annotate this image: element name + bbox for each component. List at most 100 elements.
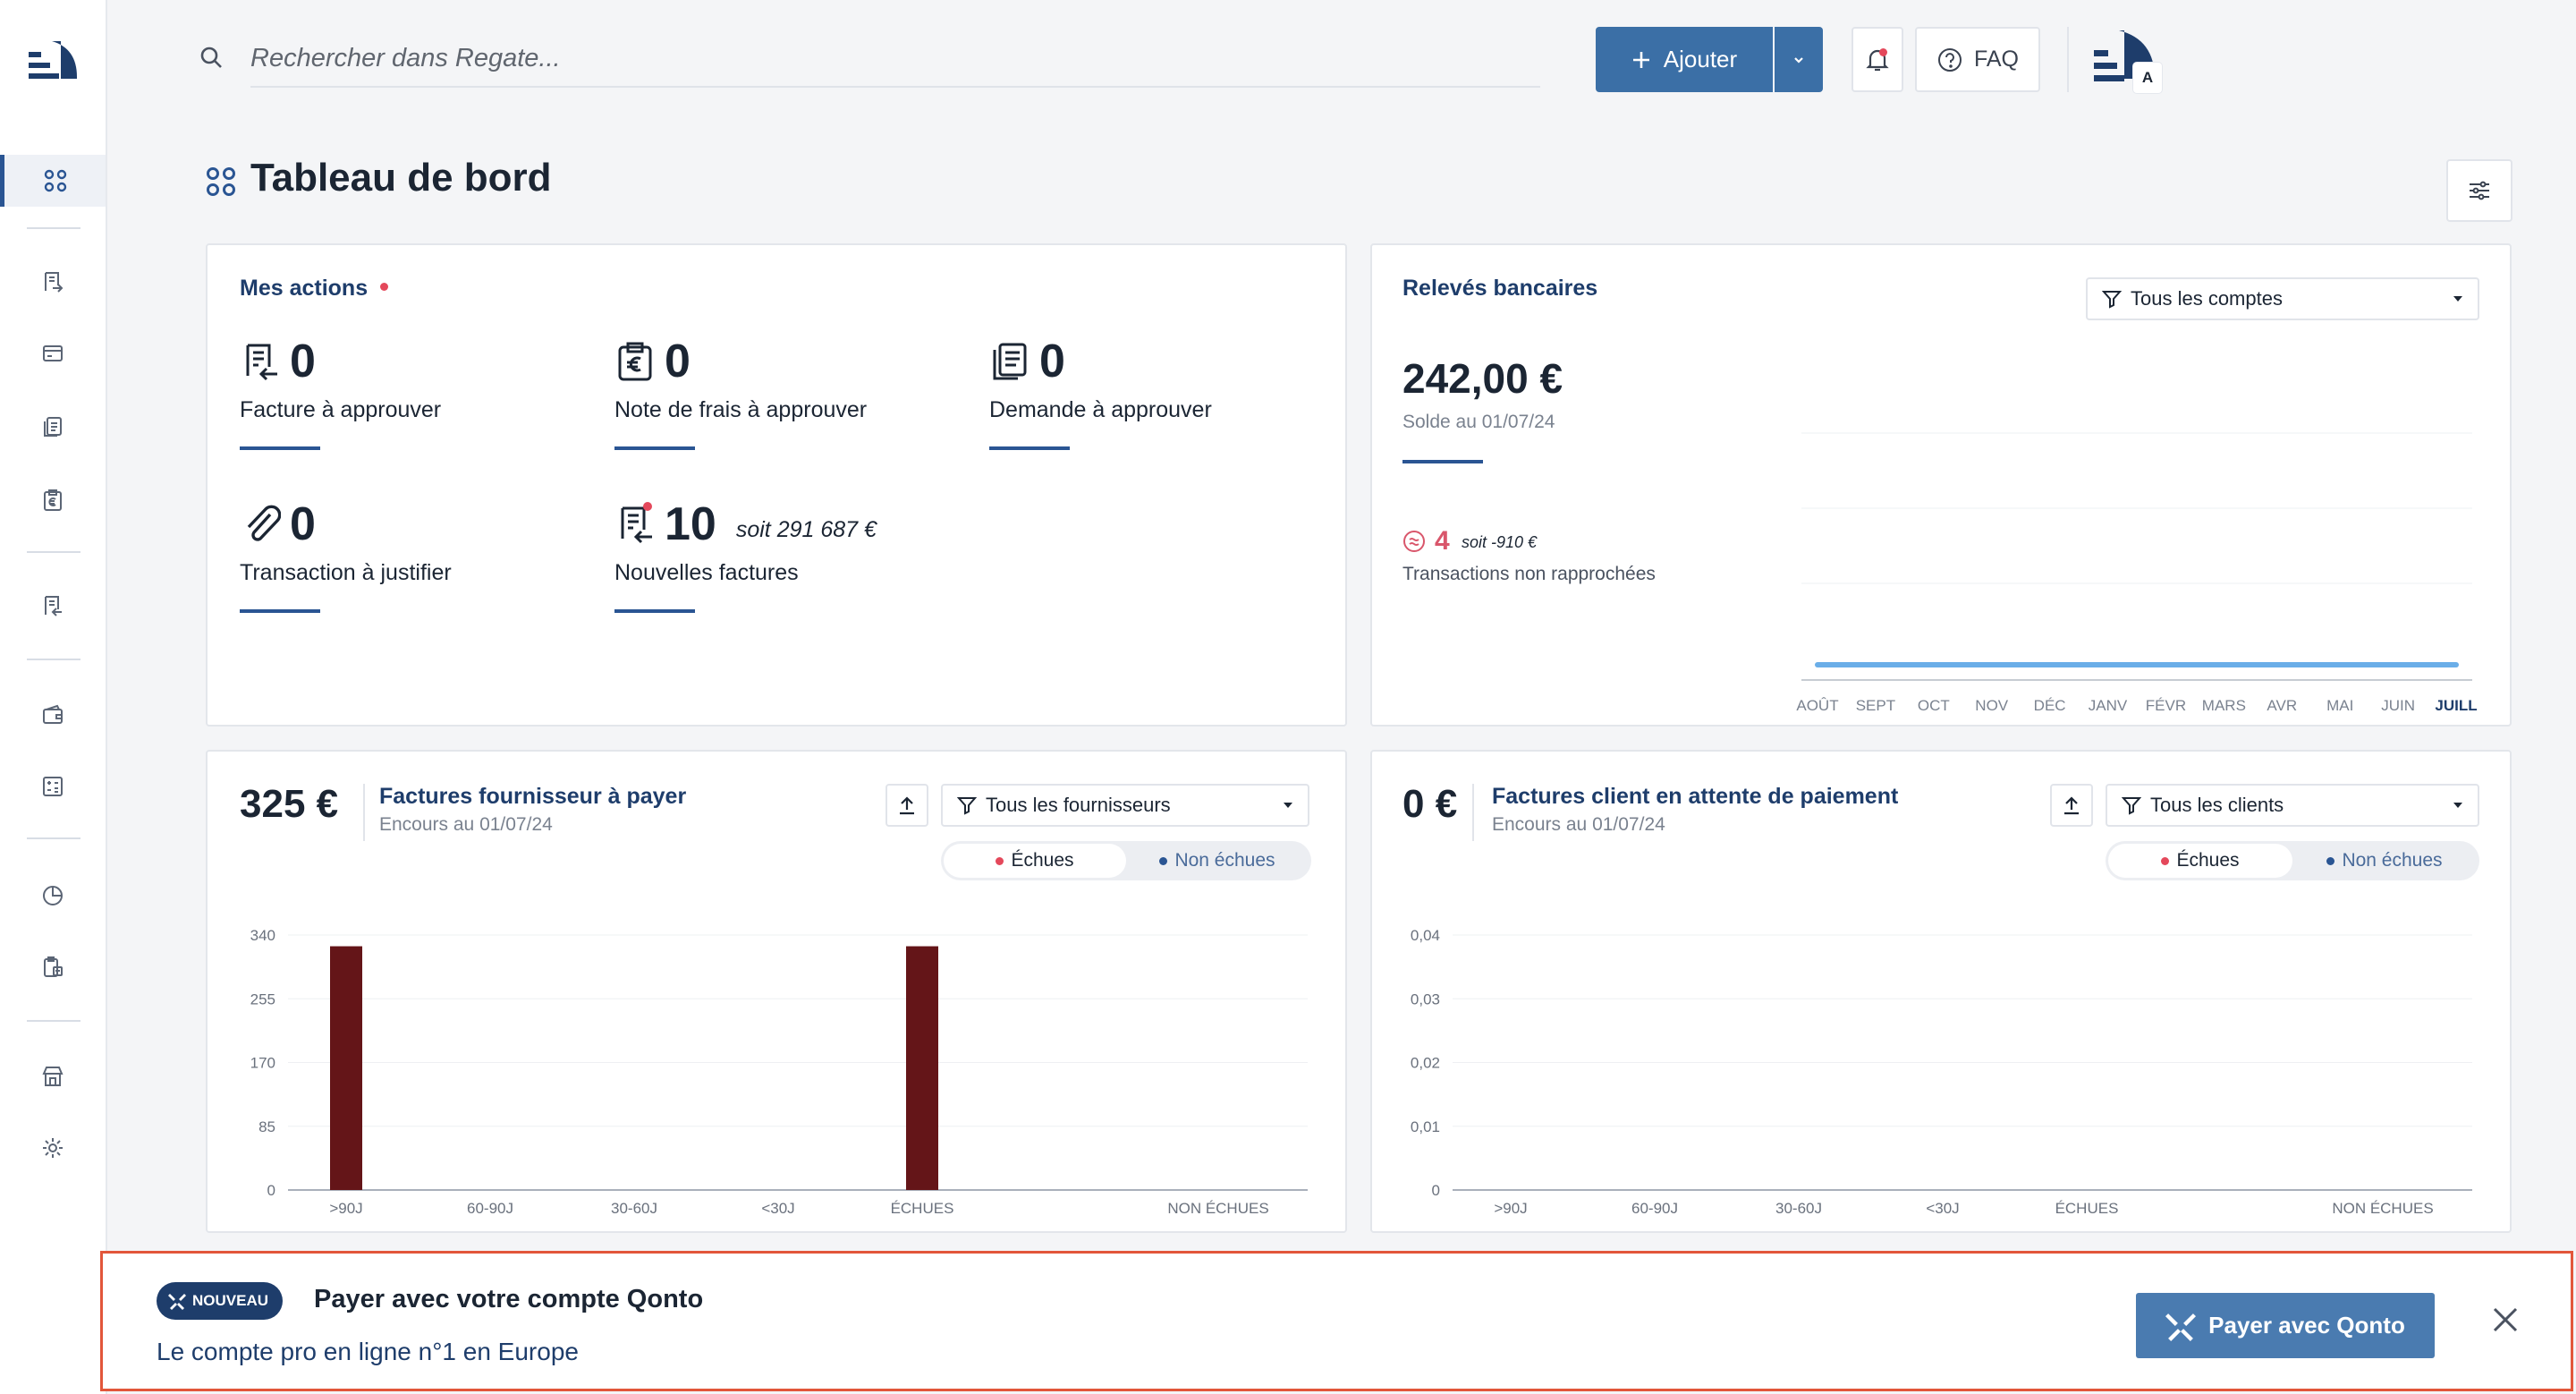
supplier-card-title[interactable]: Factures fournisseur à payer xyxy=(379,784,687,809)
invoice-icon xyxy=(45,272,64,293)
action-transactions-to-justify[interactable]: 0 Transaction à justifier xyxy=(240,497,452,613)
segment-due[interactable]: Échues xyxy=(944,844,1126,878)
user-initial-badge: A xyxy=(2133,63,2162,93)
x-tick-label: NON ÉCHUES xyxy=(1167,1200,1268,1217)
sidebar-item-reports[interactable] xyxy=(0,870,106,922)
sidebar-item-expenses[interactable] xyxy=(0,474,106,526)
add-button[interactable]: Ajouter xyxy=(1596,27,1773,92)
sidebar-separator xyxy=(27,659,80,660)
x-tick-label: NON ÉCHUES xyxy=(2332,1200,2433,1217)
upload-icon xyxy=(900,796,914,815)
accounts-filter-select[interactable]: Tous les comptes xyxy=(2086,277,2479,320)
sidebar-item-supplier-invoices[interactable] xyxy=(0,256,106,308)
unmatched-count[interactable]: 4 xyxy=(1435,526,1450,556)
unmatched-icon xyxy=(1403,531,1425,552)
y-tick-label: 340 xyxy=(250,927,275,944)
actions-card-title: Mes actions xyxy=(240,276,389,302)
new-badge-label: NOUVEAU xyxy=(192,1292,269,1309)
y-tick-label: 255 xyxy=(250,990,275,1007)
action-invoices-to-approve[interactable]: 0 Facture à approuver xyxy=(240,335,441,450)
expense-note-icon xyxy=(618,342,652,381)
search-input[interactable] xyxy=(250,30,1540,88)
month-label: AOÛT xyxy=(1796,697,1838,710)
month-label: MARS xyxy=(2202,697,2246,710)
invoice-icon xyxy=(246,344,277,381)
sidebar-separator xyxy=(27,837,80,839)
filter-icon xyxy=(2122,797,2141,815)
dashboard-icon xyxy=(44,169,66,192)
segment-not-due[interactable]: Non échues xyxy=(2292,844,2477,878)
sidebar-item-dashboard[interactable] xyxy=(0,155,106,207)
segment-not-due[interactable]: Non échues xyxy=(1126,844,1309,878)
supplier-aging-chart: 0 85 170 255 340 >90J 60-90J 30-60J <30J ÉCHUES NO… xyxy=(250,927,1308,1217)
regate-logo[interactable] xyxy=(25,36,82,93)
segment-not-due-label: Non échues xyxy=(1174,850,1275,871)
bank-card-title: Relevés bancaires xyxy=(1402,276,1598,301)
supplier-card-subtitle: Encours au 01/07/24 xyxy=(379,814,553,835)
action-label: Facture à approuver xyxy=(240,397,442,422)
suppliers-filter-select[interactable]: Tous les fournisseurs xyxy=(941,784,1309,827)
qonto-promo-banner: NOUVEAU Payer avec votre compte Qonto Le… xyxy=(100,1251,2573,1391)
bar xyxy=(906,946,938,1190)
suppliers-filter-value: Tous les fournisseurs xyxy=(986,794,1171,816)
y-tick-label: 170 xyxy=(250,1055,275,1072)
pay-with-qonto-button[interactable]: Payer avec Qonto xyxy=(2136,1293,2435,1358)
clients-filter-value: Tous les clients xyxy=(2150,794,2284,816)
sidebar-item-cards[interactable] xyxy=(0,327,106,379)
y-tick-label: 0,04 xyxy=(1411,927,1440,944)
expense-note-icon xyxy=(44,489,62,511)
dashboard-settings-button[interactable] xyxy=(2446,159,2512,222)
y-tick-label: 0 xyxy=(267,1182,275,1199)
accounts-filter-value: Tous les comptes xyxy=(2131,287,2283,310)
sidebar-item-cashflow[interactable] xyxy=(0,941,106,993)
card-icon xyxy=(43,345,63,361)
plus-icon xyxy=(1632,51,1649,68)
x-tick-label: 30-60J xyxy=(1775,1200,1822,1217)
notifications-button[interactable] xyxy=(1852,27,1903,92)
clipboard-money-icon xyxy=(44,956,63,977)
sidebar-item-company[interactable] xyxy=(0,1050,106,1102)
documents-icon xyxy=(44,417,62,437)
client-export-button[interactable] xyxy=(2050,784,2093,827)
new-dot xyxy=(643,502,652,511)
vertical-divider xyxy=(1472,784,1474,841)
action-underline xyxy=(614,609,695,613)
qonto-icon xyxy=(2165,1313,2197,1341)
sidebar-item-client-invoices[interactable] xyxy=(0,580,106,632)
client-card-title[interactable]: Factures client en attente de paiement xyxy=(1492,784,1899,809)
client-due-toggle: Échues Non échues xyxy=(2106,841,2479,880)
client-amount: 0 € xyxy=(1402,782,1458,826)
supplier-amount: 325 € xyxy=(240,782,339,826)
segment-due[interactable]: Échues xyxy=(2108,844,2292,878)
sidebar-item-accounting[interactable] xyxy=(0,761,106,812)
gear-icon xyxy=(43,1138,63,1158)
action-label: Note de frais à approuver xyxy=(614,397,868,422)
x-tick-label: 60-90J xyxy=(467,1200,513,1217)
action-count: 0 xyxy=(290,336,316,387)
action-new-invoices[interactable]: 10 soit 291 687 € Nouvelles factures xyxy=(614,497,877,613)
not-due-dot xyxy=(2326,856,2335,865)
bank-balance-chart: AOÛT SEPT OCT NOV DÉC JANV FÉVR MARS AVR MAI JUIN J… xyxy=(1796,432,2478,710)
faq-button[interactable]: FAQ xyxy=(1915,27,2040,92)
supplier-export-button[interactable] xyxy=(886,784,928,827)
pie-chart-icon xyxy=(43,886,63,905)
add-dropdown-button[interactable] xyxy=(1775,27,1823,92)
action-count: 0 xyxy=(1039,336,1065,387)
client-invoices-card: 0 € Factures client en attente de paieme… xyxy=(1370,750,2512,1233)
x-tick-label: <30J xyxy=(761,1200,794,1217)
sidebar-item-documents[interactable] xyxy=(0,401,106,453)
sidebar-item-settings[interactable] xyxy=(0,1122,106,1174)
sidebar-item-wallet[interactable] xyxy=(0,689,106,741)
x-tick-label: <30J xyxy=(1926,1200,1959,1217)
x-tick-label: ÉCHUES xyxy=(891,1200,954,1217)
unmatched-label: Transactions non rapprochées xyxy=(1402,564,1656,584)
action-label: Transaction à justifier xyxy=(240,560,452,585)
action-requests-to-approve[interactable]: 0 Demande à approuver xyxy=(989,335,1212,450)
x-tick-label: >90J xyxy=(1494,1200,1527,1217)
close-icon[interactable] xyxy=(2491,1305,2520,1334)
caret-down-icon xyxy=(1284,803,1292,808)
y-tick-label: 0,03 xyxy=(1411,990,1440,1007)
clients-filter-select[interactable]: Tous les clients xyxy=(2106,784,2479,827)
bank-balance: 242,00 € xyxy=(1402,355,1563,402)
action-expense-notes-to-approve[interactable]: 0 Note de frais à approuver xyxy=(614,335,867,450)
